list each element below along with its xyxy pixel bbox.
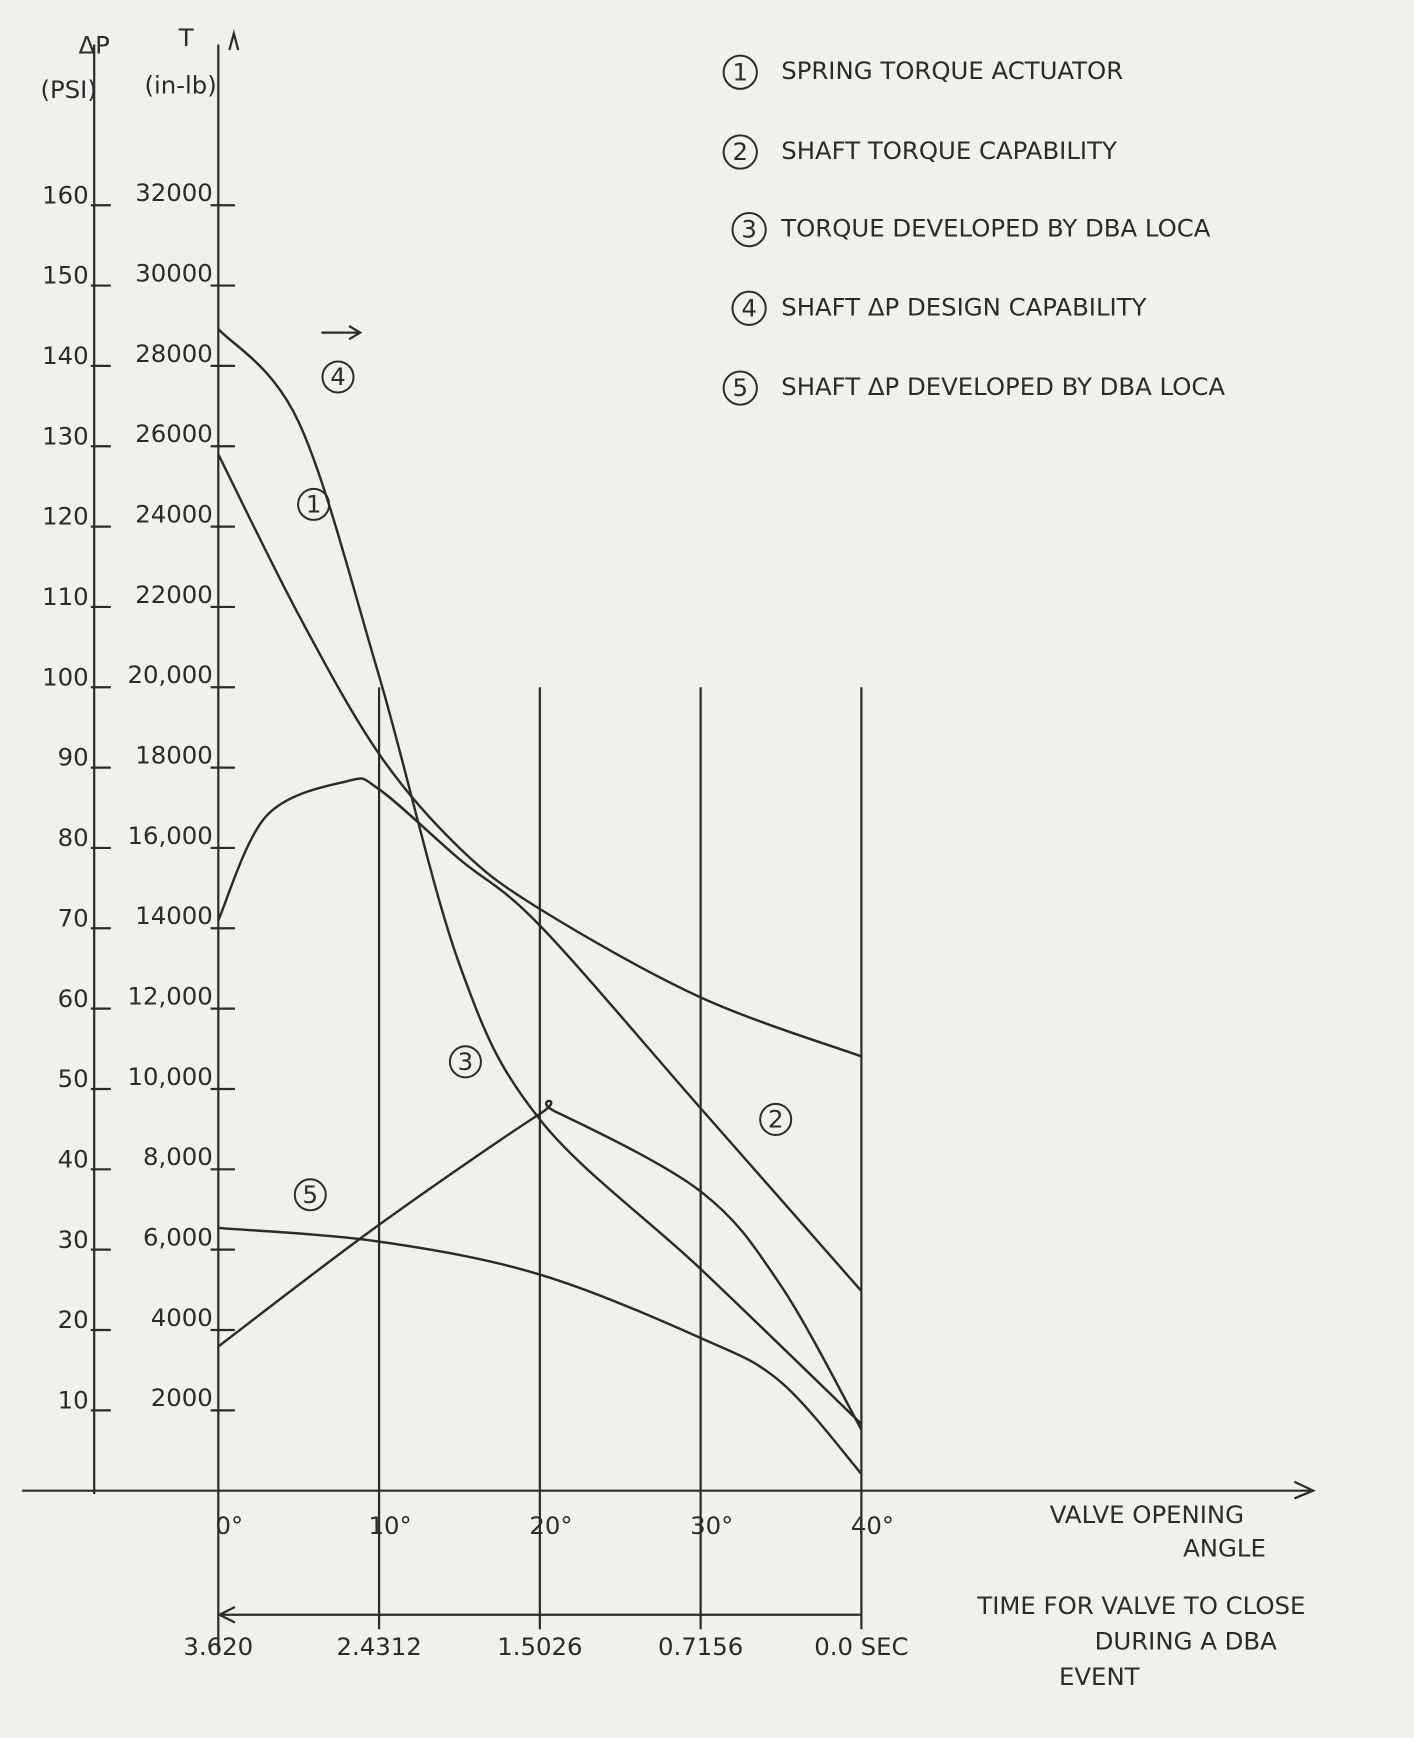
- x2-axis-title: EVENT: [1059, 1662, 1140, 1691]
- y-axis-unit: (PSI): [41, 75, 97, 104]
- x-tick-label: 30°: [690, 1511, 733, 1540]
- y2-tick-label: 20,000: [128, 660, 213, 689]
- y-tick-label: 40: [58, 1144, 89, 1173]
- curve-label-circle: [448, 1045, 482, 1079]
- y2-tick-label: 26000: [135, 419, 213, 448]
- legend-circle: [722, 134, 758, 170]
- x-tick-label: 20°: [529, 1511, 572, 1540]
- y-tick-label: 160: [42, 180, 89, 209]
- time-label: 1.5026: [497, 1632, 582, 1661]
- line-series: [217, 453, 862, 1058]
- axis-arrow: [216, 1606, 236, 1624]
- y-tick-label: 80: [58, 823, 89, 852]
- y2-tick-label: 10,000: [128, 1062, 213, 1091]
- y-tick-label: 140: [42, 341, 89, 370]
- y-tick-label: 130: [42, 421, 89, 450]
- y2-tick-label: 12,000: [128, 982, 213, 1011]
- curve-label: 1: [306, 490, 322, 519]
- legend-circle: [722, 370, 758, 406]
- x-tick-label: 10°: [369, 1511, 412, 1540]
- y2-tick-label: 16,000: [128, 821, 213, 850]
- y-tick-label: 110: [42, 582, 89, 611]
- curve-label: 3: [458, 1047, 474, 1076]
- legend-number: 2: [732, 137, 747, 166]
- y2-tick-label: 14000: [135, 901, 213, 930]
- x-axis-title: VALVE OPENING: [1050, 1500, 1244, 1529]
- curve-label: 5: [303, 1180, 319, 1209]
- y2-tick-label: 28000: [135, 339, 213, 368]
- x2-axis-title: TIME FOR VALVE TO CLOSE: [976, 1591, 1305, 1620]
- y-tick-label: 70: [58, 903, 89, 932]
- y-tick-label: 20: [58, 1305, 89, 1334]
- line-series: [217, 777, 863, 1292]
- legend-number: 5: [732, 373, 747, 402]
- y-tick-label: 50: [58, 1064, 89, 1093]
- curve-label: 4: [330, 362, 346, 391]
- y-tick-label: 100: [42, 662, 89, 691]
- legend-label: SPRING TORQUE ACTUATOR: [781, 56, 1123, 85]
- legend-label: SHAFT ΔP DESIGN CAPABILITY: [781, 292, 1146, 321]
- line-series: [218, 1226, 863, 1475]
- x-axis-title: ANGLE: [1183, 1533, 1266, 1562]
- x2-axis-title: DURING A DBA: [1095, 1626, 1277, 1655]
- y2-axis-unit: (in-lb): [145, 71, 217, 100]
- axis-arrow: [228, 29, 240, 51]
- time-label: 3.620: [183, 1632, 253, 1661]
- annotation-arrow: [321, 325, 363, 341]
- y2-axis-title: T: [178, 23, 194, 52]
- legend-circle: [722, 54, 758, 90]
- y2-tick-label: 8,000: [143, 1142, 213, 1171]
- curve-label-circle: [759, 1102, 793, 1136]
- y2-tick-label: 32000: [135, 178, 213, 207]
- legend-number: 1: [732, 57, 747, 86]
- y-tick-label: 120: [42, 502, 89, 531]
- y2-tick-label: 30000: [135, 258, 213, 287]
- legend-circle: [731, 290, 767, 326]
- time-label: 0.7156: [658, 1632, 743, 1661]
- curve-label-circle: [321, 360, 355, 394]
- y-tick-label: 90: [58, 743, 89, 772]
- y2-tick-label: 24000: [135, 500, 213, 529]
- line-series: [217, 1099, 863, 1431]
- time-label: 0.0 SEC: [814, 1632, 908, 1661]
- legend-number: 3: [741, 215, 757, 244]
- y2-tick-label: 4000: [151, 1303, 213, 1332]
- x-tick-label: 40°: [851, 1511, 894, 1540]
- y2-tick-label: 2000: [151, 1383, 213, 1412]
- legend-label: TORQUE DEVELOPED BY DBA LOCA: [780, 214, 1211, 243]
- y-tick-label: 30: [58, 1225, 89, 1254]
- y-tick-label: 150: [42, 261, 89, 290]
- legend-label: SHAFT ΔP DEVELOPED BY DBA LOCA: [781, 372, 1225, 401]
- legend-circle: [731, 211, 767, 248]
- y2-tick-label: 18000: [135, 741, 213, 770]
- y2-tick-label: 6,000: [143, 1223, 213, 1252]
- legend-number: 4: [741, 293, 757, 322]
- axis-arrow: [1293, 1480, 1316, 1500]
- curve-label-circle: [293, 1178, 327, 1212]
- y-tick-label: 60: [58, 984, 89, 1013]
- y2-tick-label: 22000: [135, 580, 213, 609]
- time-label: 2.4312: [336, 1632, 421, 1661]
- curve-label: 2: [768, 1105, 783, 1134]
- x-tick-label: 0°: [216, 1511, 244, 1540]
- line-series: [217, 328, 863, 1425]
- y-tick-label: 10: [58, 1385, 89, 1414]
- legend-label: SHAFT TORQUE CAPABILITY: [781, 136, 1117, 165]
